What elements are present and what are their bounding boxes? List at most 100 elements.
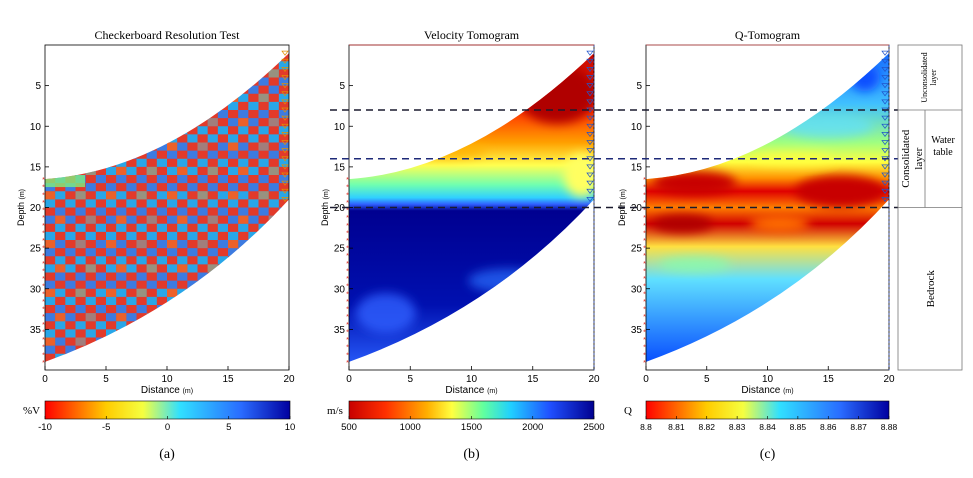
checker-cell <box>167 175 178 184</box>
checker-cell <box>228 231 239 241</box>
checker-cell <box>278 272 289 282</box>
checker-cell <box>228 362 239 371</box>
source-marker: * <box>346 261 349 268</box>
receiver-marker <box>586 99 594 105</box>
checker-cell <box>258 101 270 111</box>
checker-cell <box>258 134 270 143</box>
checker-cell-shade <box>238 166 249 175</box>
source-marker: * <box>346 337 349 344</box>
legend-consolidated-line: Consolidated <box>900 129 912 188</box>
checker-cell <box>126 264 137 273</box>
checker-cell-shade <box>259 45 269 53</box>
checker-cell <box>238 53 249 62</box>
checker-cell <box>55 85 66 95</box>
checker-cell <box>55 207 66 217</box>
checker-cell <box>126 256 137 265</box>
receiver-marker <box>281 75 289 81</box>
checker-cell <box>156 110 168 119</box>
checker-cell <box>136 110 148 119</box>
checker-cell <box>248 126 259 135</box>
checker-cell <box>258 337 270 347</box>
checker-cell <box>116 175 127 184</box>
checker-cell <box>238 296 249 306</box>
colorbar-unit: Q <box>624 405 632 417</box>
checker-cell <box>95 207 107 217</box>
checker-cell <box>106 337 117 347</box>
checker-cell <box>146 126 158 135</box>
checker-cell <box>55 150 66 160</box>
checker-cell-shade <box>207 264 218 273</box>
checker-cell <box>106 264 117 273</box>
checker-cell <box>268 77 280 87</box>
checker-cell <box>197 118 209 127</box>
source-marker: * <box>346 307 349 314</box>
checker-cell-shade <box>228 191 239 200</box>
checker-cell <box>55 93 66 103</box>
checker-cell <box>248 296 259 306</box>
checker-cell <box>278 223 289 233</box>
checker-cell <box>45 183 56 192</box>
x-tick-label: 5 <box>704 374 710 385</box>
checker-cell <box>217 183 229 192</box>
checker-cell <box>217 296 229 306</box>
legend-unconsolidated-line: layer <box>929 69 938 85</box>
source-marker: * <box>346 215 349 222</box>
checker-cell <box>228 85 239 95</box>
checker-cell <box>248 337 259 347</box>
q-blob <box>783 114 874 139</box>
checker-cell <box>106 175 117 184</box>
checker-cell <box>156 53 168 62</box>
checker-cell <box>116 77 127 87</box>
x-tick-label: 15 <box>823 374 835 385</box>
checker-cell <box>75 353 87 362</box>
checker-cell <box>156 175 168 184</box>
checker-cell <box>156 53 168 54</box>
source-marker: * <box>346 246 349 253</box>
checker-cell <box>177 158 188 168</box>
checker-cell <box>167 362 178 371</box>
checker-cell <box>65 85 76 95</box>
checker-cell <box>95 313 107 322</box>
checker-cell <box>116 199 127 208</box>
checker-cell <box>55 288 66 298</box>
x-tick-label: 5 <box>407 374 413 385</box>
checker-cell <box>95 69 107 78</box>
source-marker: * <box>643 238 646 245</box>
checker-cell <box>197 256 209 265</box>
receiver-marker <box>586 172 594 178</box>
receiver-marker <box>281 83 289 89</box>
checker-cell <box>136 77 148 87</box>
checker-cell <box>75 183 87 192</box>
checker-cell <box>187 215 198 225</box>
velocity-blob <box>355 293 416 334</box>
checker-cell <box>95 345 107 355</box>
checker-cell <box>156 223 168 233</box>
checker-cell <box>55 118 66 127</box>
checker-cell <box>156 321 168 330</box>
checker-cell <box>248 191 259 200</box>
checker-cell <box>65 305 76 314</box>
checker-cell <box>238 93 249 103</box>
checker-cell <box>146 110 158 119</box>
source-marker: * <box>643 177 646 184</box>
checker-cell <box>85 345 97 355</box>
checker-cell-shade <box>85 313 96 322</box>
checker-cell <box>258 183 270 192</box>
checker-cell <box>228 53 239 62</box>
checker-cell-shade <box>45 337 56 346</box>
checker-cell <box>146 77 158 87</box>
checker-cell <box>126 329 137 338</box>
checker-cell <box>248 329 259 338</box>
checker-cell <box>65 313 76 322</box>
checker-cell <box>278 215 289 225</box>
x-tick-label: 0 <box>643 374 649 385</box>
checker-cell <box>136 231 148 241</box>
checker-cell-shade <box>45 240 56 249</box>
checker-cell <box>116 53 127 62</box>
checker-cell <box>156 231 168 241</box>
checker-cell <box>217 158 229 168</box>
checker-cell <box>207 199 219 208</box>
checker-cell <box>228 183 239 192</box>
checker-cell <box>278 207 289 217</box>
